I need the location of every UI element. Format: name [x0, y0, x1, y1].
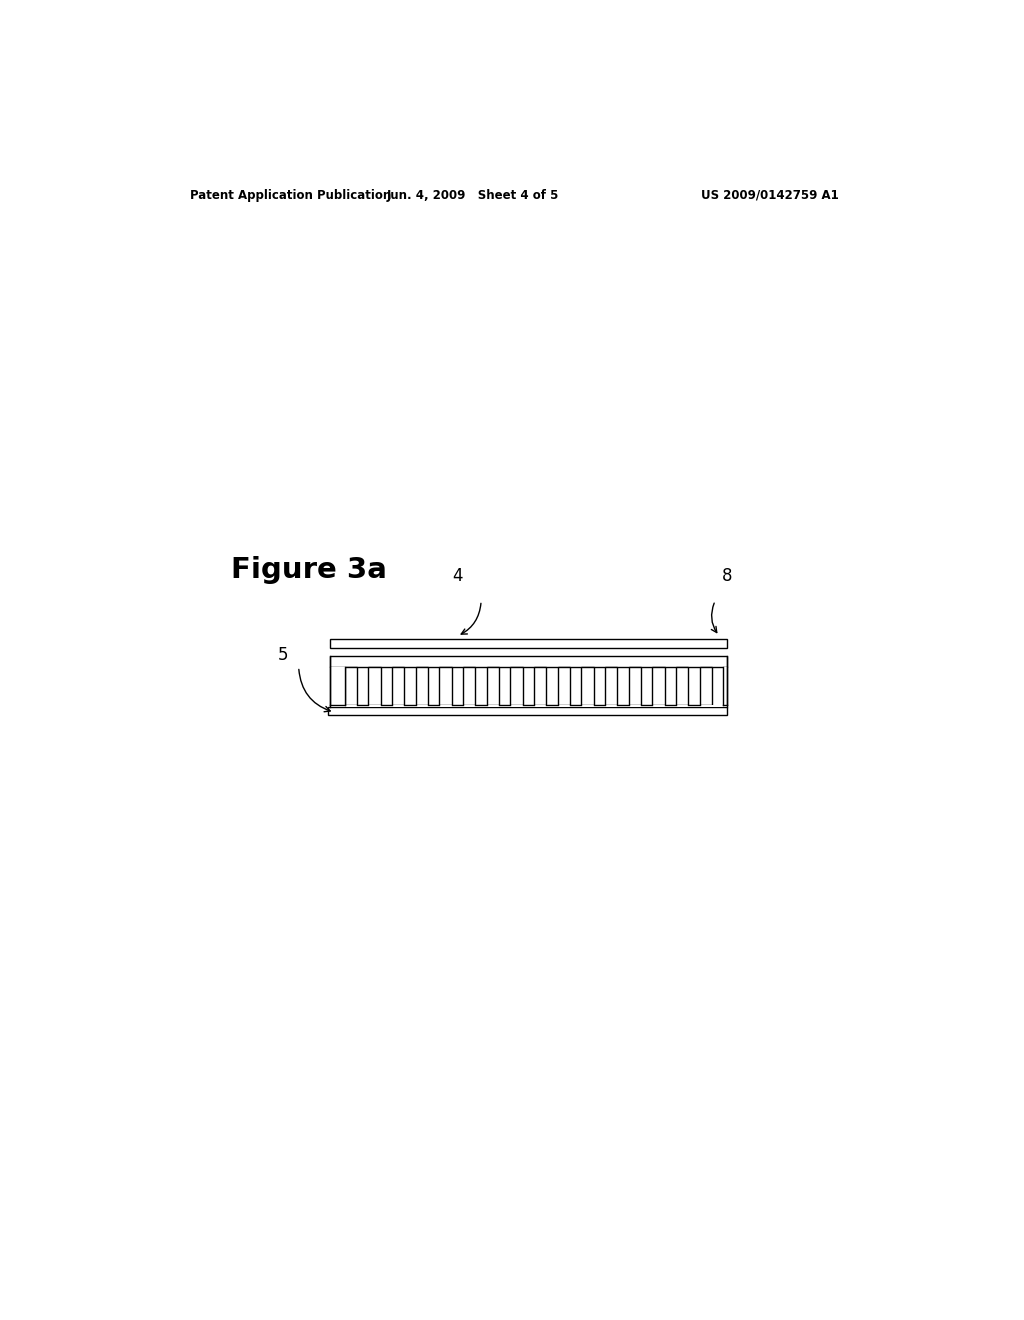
Text: 8: 8: [722, 568, 732, 585]
Bar: [345, 667, 357, 705]
Bar: [328, 708, 727, 715]
Bar: [463, 667, 475, 705]
Bar: [652, 667, 665, 705]
Text: Patent Application Publication: Patent Application Publication: [189, 189, 391, 202]
Text: Jun. 4, 2009   Sheet 4 of 5: Jun. 4, 2009 Sheet 4 of 5: [387, 189, 559, 202]
Bar: [416, 667, 428, 705]
Bar: [331, 667, 345, 705]
Bar: [369, 667, 381, 705]
Text: Figure 3a: Figure 3a: [231, 556, 387, 583]
Bar: [723, 667, 727, 705]
Text: 4: 4: [452, 568, 463, 585]
Bar: [331, 705, 727, 708]
Bar: [486, 667, 499, 705]
Bar: [676, 667, 688, 705]
Bar: [629, 667, 641, 705]
Bar: [439, 667, 452, 705]
Text: US 2009/0142759 A1: US 2009/0142759 A1: [700, 189, 839, 202]
Bar: [534, 667, 546, 705]
Text: 5: 5: [278, 645, 288, 664]
Bar: [699, 667, 712, 705]
Bar: [331, 656, 727, 667]
Bar: [331, 639, 727, 648]
Bar: [510, 667, 522, 705]
Bar: [582, 667, 594, 705]
Bar: [392, 667, 404, 705]
Bar: [605, 667, 617, 705]
Bar: [558, 667, 570, 705]
